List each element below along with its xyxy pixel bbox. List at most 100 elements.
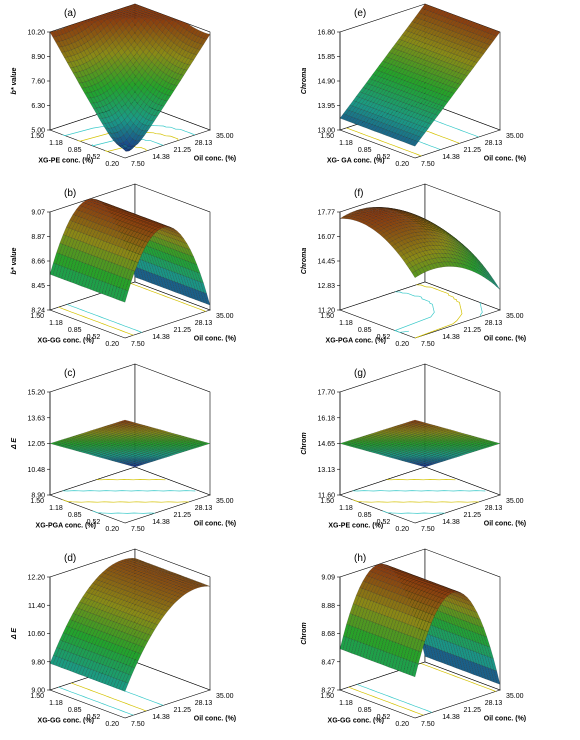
y-tick-label: 21.25	[174, 327, 192, 334]
z-axis-label: Chroma	[301, 68, 308, 95]
z-tick-label: 16.80	[317, 30, 335, 37]
y-tick-label: 28.13	[195, 700, 213, 707]
floor-contour	[130, 283, 206, 312]
y-tick-label: 21.25	[464, 512, 482, 519]
x-tick-label: 0.85	[358, 147, 372, 154]
panel-letter: (a)	[64, 8, 76, 19]
x-tick-label: 0.20	[105, 161, 119, 168]
z-tick-label: 8.87	[31, 234, 45, 241]
y-tick-label: 7.50	[421, 341, 435, 348]
z-tick-label: 12.20	[27, 575, 45, 582]
panel-f: 17.7716.0714.4512.8311.20Chroma1.501.180…	[301, 183, 526, 348]
y-axis-label: Oil conc. (%)	[484, 156, 526, 163]
panel-letter: (b)	[64, 188, 76, 199]
x-tick-label: 0.20	[105, 341, 119, 348]
y-tick-label: 14.38	[152, 714, 170, 721]
x-tick-label: 1.18	[339, 320, 353, 327]
y-axis-label: Oil conc. (%)	[484, 336, 526, 343]
x-tick-label: 1.50	[320, 133, 334, 140]
x-tick-label: 0.20	[395, 526, 409, 533]
z-tick-label: 16.07	[317, 234, 335, 241]
response-surface	[49, 198, 211, 306]
z-tick-label: 15.85	[317, 54, 335, 61]
x-tick-label: 1.18	[49, 505, 63, 512]
y-tick-label: 35.00	[506, 313, 524, 320]
x-tick-label: 1.18	[339, 505, 353, 512]
x-tick-label: 1.18	[49, 700, 63, 707]
z-tick-label: 13.95	[317, 103, 335, 110]
z-tick-label: 14.45	[317, 259, 335, 266]
x-axis-label: XG-PGA conc. (%)	[36, 523, 96, 530]
floor-contour	[62, 499, 189, 503]
response-surface	[49, 419, 211, 468]
z-tick-label: 17.77	[317, 210, 335, 217]
panel-letter: (c)	[64, 368, 76, 379]
y-tick-label: 21.25	[174, 147, 192, 154]
y-tick-label: 28.13	[485, 505, 503, 512]
y-axis-label: Oil conc. (%)	[194, 521, 236, 528]
y-tick-label: 14.38	[442, 334, 460, 341]
y-axis-label: Oil conc. (%)	[194, 336, 236, 343]
x-tick-label: 0.52	[87, 154, 101, 161]
surface-facet	[121, 144, 129, 149]
x-tick-label: 1.18	[49, 140, 63, 147]
x-tick-label: 0.85	[68, 707, 82, 714]
y-axis-label: Oil conc. (%)	[194, 716, 236, 723]
panel-g: 17.7016.1814.6513.1311.60Chrom1.501.180.…	[301, 363, 526, 533]
z-tick-label: 5.00	[31, 128, 45, 135]
z-tick-label: 10.60	[27, 631, 45, 638]
y-tick-label: 7.50	[131, 721, 145, 728]
x-axis-label: XG-GG conc. (%)	[38, 718, 94, 725]
x-tick-label: 0.85	[358, 512, 372, 519]
y-tick-label: 14.38	[152, 334, 170, 341]
y-tick-label: 7.50	[421, 526, 435, 533]
y-tick-label: 35.00	[506, 133, 524, 140]
y-tick-label: 14.38	[152, 519, 170, 526]
y-tick-label: 21.25	[174, 707, 192, 714]
z-tick-label: 9.07	[31, 210, 45, 217]
z-tick-label: 11.40	[28, 603, 45, 610]
surface-facet	[121, 289, 129, 303]
y-tick-label: 28.13	[195, 505, 213, 512]
z-tick-label: 8.24	[31, 308, 45, 315]
y-tick-label: 28.13	[485, 320, 503, 327]
panel-letter: (f)	[354, 188, 363, 199]
z-tick-label: 12.83	[317, 283, 335, 290]
y-axis-label: Oil conc. (%)	[484, 521, 526, 528]
x-tick-label: 0.52	[87, 334, 101, 341]
z-tick-label: 15.20	[27, 390, 45, 397]
y-tick-label: 7.50	[131, 526, 145, 533]
y-tick-label: 35.00	[216, 133, 234, 140]
panel-letter: (g)	[354, 368, 366, 379]
z-tick-label: 8.45	[31, 283, 45, 290]
x-tick-label: 0.20	[395, 161, 409, 168]
y-tick-label: 35.00	[216, 693, 234, 700]
z-axis-label: Δ E	[11, 438, 18, 450]
y-tick-label: 21.25	[174, 512, 192, 519]
y-tick-label: 35.00	[506, 498, 524, 505]
x-axis-label: XG-PE conc. (%)	[328, 523, 383, 530]
x-axis-label: XG-PE conc. (%)	[38, 158, 93, 165]
response-surface	[49, 3, 211, 152]
floor-plane	[49, 281, 211, 339]
x-axis-label: XG-PGA conc. (%)	[326, 338, 386, 345]
x-tick-label: 1.50	[30, 498, 44, 505]
y-tick-label: 7.50	[421, 161, 435, 168]
y-tick-label: 7.50	[131, 341, 145, 348]
z-axis-label: b* value	[11, 247, 18, 274]
y-tick-label: 35.00	[216, 498, 234, 505]
y-tick-label: 7.50	[131, 161, 145, 168]
x-tick-label: 0.85	[68, 512, 82, 519]
z-tick-label: 7.60	[31, 79, 45, 86]
z-tick-label: 14.65	[317, 441, 335, 448]
x-tick-label: 0.20	[395, 341, 409, 348]
z-axis-label: Δ E	[11, 628, 18, 640]
x-tick-label: 1.50	[30, 313, 44, 320]
x-tick-label: 1.50	[320, 498, 334, 505]
x-tick-label: 0.20	[105, 526, 119, 533]
panel-h: 9.098.888.688.478.27Chrom1.501.180.850.5…	[301, 548, 526, 728]
z-tick-label: 16.18	[317, 415, 335, 422]
